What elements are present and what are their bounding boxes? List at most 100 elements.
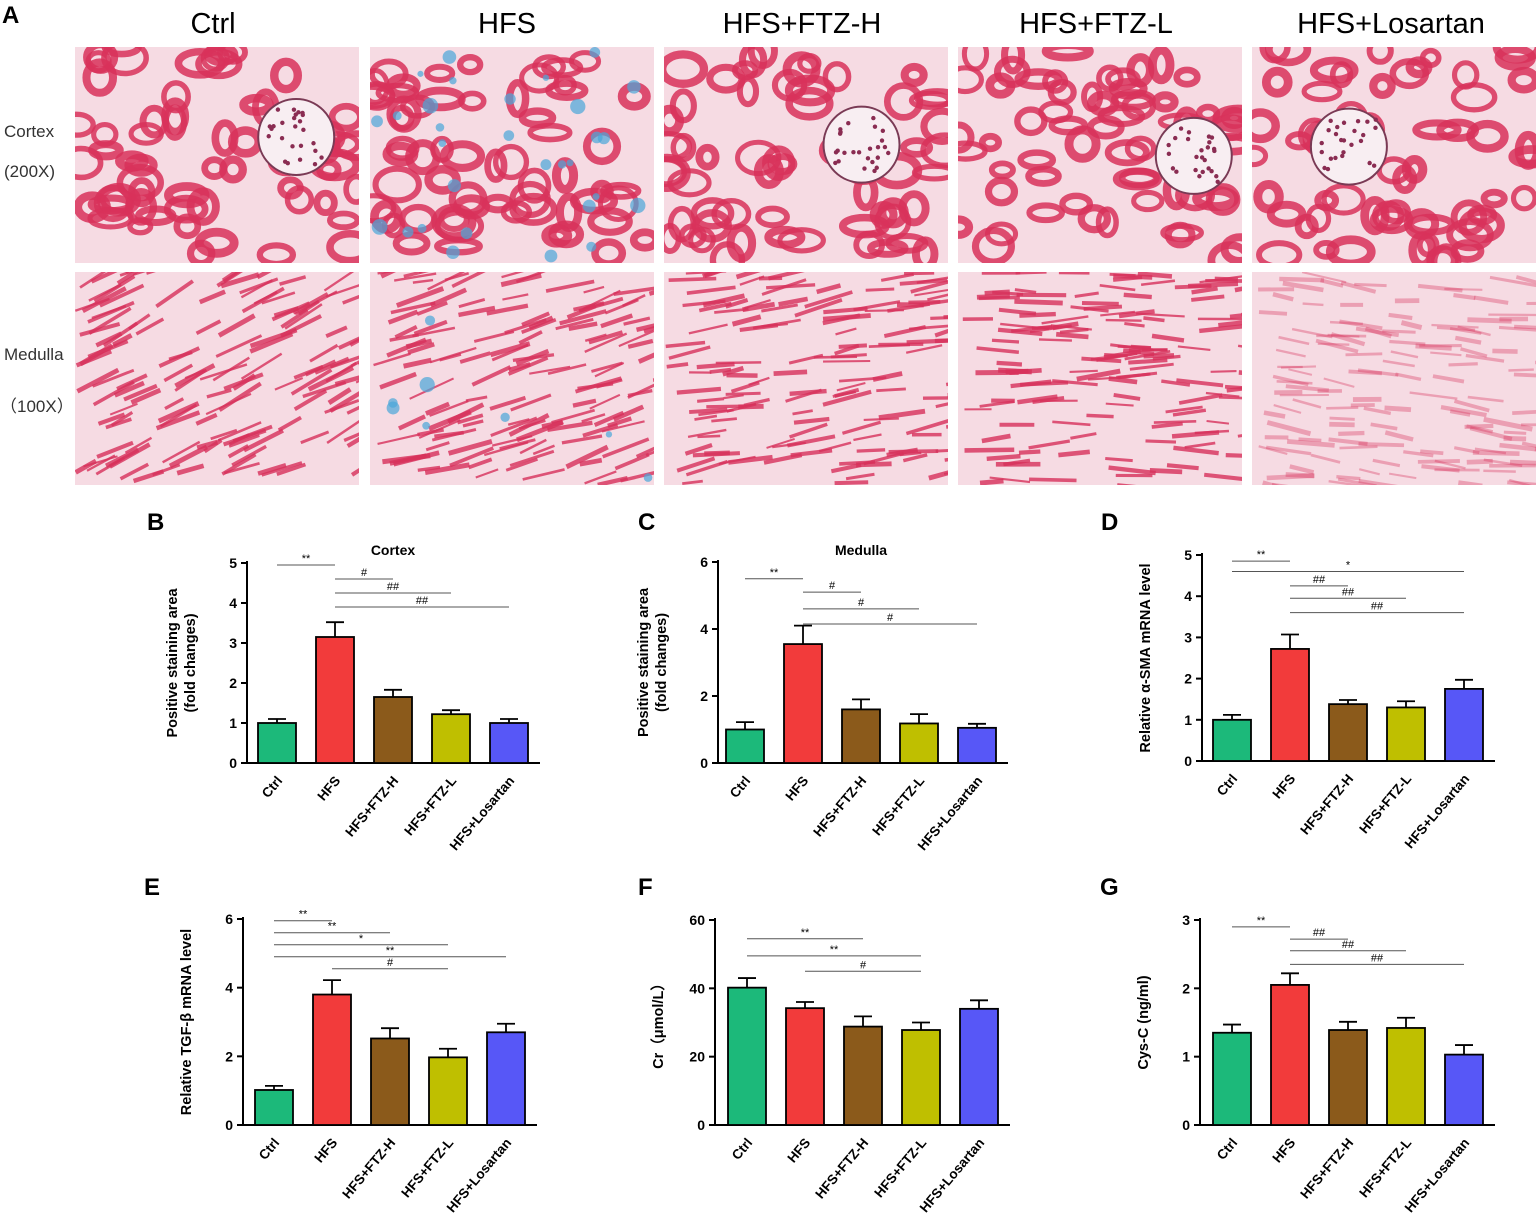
- significance-label: **: [328, 921, 337, 933]
- y-tick-label: 2: [229, 675, 237, 691]
- y-tick-label: 5: [229, 555, 237, 571]
- panel-letter: C: [638, 509, 655, 536]
- significance-label: #: [361, 567, 368, 579]
- y-tick-label: 3: [1184, 629, 1192, 645]
- bar-hfs: [1270, 648, 1310, 762]
- micrograph-medulla-1: [370, 272, 654, 485]
- y-axis-label: (fold changes): [183, 613, 199, 712]
- y-tick-label: 40: [689, 980, 705, 996]
- bar-ctrl: [257, 722, 297, 764]
- x-tick-label: Ctrl: [727, 773, 753, 800]
- chart-b: B Cortex 0 1 2 3 4 5 Positive staining area (fold…: [147, 509, 540, 853]
- column-title-hfs-losartan: HFS+Losartan: [1297, 8, 1485, 40]
- bar-hfs-ftz-h: [1328, 1029, 1368, 1126]
- x-tick-label: HFS+FTZ-H: [810, 773, 869, 839]
- significance-label: **: [302, 553, 311, 565]
- bar-hfs-losartan: [959, 1007, 999, 1126]
- y-tick-label: 2: [1182, 980, 1190, 996]
- y-tick-label: 3: [1182, 912, 1190, 928]
- bar-hfs-ftz-l: [428, 1056, 468, 1126]
- bar-hfs-ftz-l: [901, 1029, 941, 1126]
- chart-title: Medulla: [835, 542, 887, 558]
- bar-hfs-ftz-h: [370, 1037, 410, 1126]
- significance-label: **: [386, 945, 395, 957]
- significance-label: ##: [1371, 952, 1384, 964]
- y-tick-label: 0: [697, 1117, 705, 1133]
- significance-label: *: [1346, 559, 1351, 571]
- micrograph-cortex-4: [1252, 47, 1536, 263]
- x-tick-label: HFS+FTZ-L: [401, 773, 459, 838]
- bar-hfs-ftz-l: [899, 722, 939, 764]
- x-tick-label: HFS: [1269, 771, 1298, 801]
- significance-label: **: [299, 909, 308, 921]
- y-axis-label: Relative TGF-β mRNA level: [179, 929, 195, 1115]
- micrograph-cortex-2: [664, 47, 948, 263]
- y-tick-label: 0: [700, 755, 708, 771]
- y-tick-label: 1: [1182, 1049, 1190, 1065]
- x-tick-label: HFS+Losartan: [444, 1135, 515, 1215]
- bar-hfs-ftz-h: [841, 708, 881, 764]
- micrograph-medulla-4: [1252, 272, 1536, 485]
- x-tick-label: HFS+Losartan: [917, 1135, 988, 1215]
- y-tick-label: 5: [1184, 547, 1192, 563]
- bar-hfs-losartan: [489, 722, 529, 764]
- y-tick-label: 0: [225, 1117, 233, 1133]
- significance-label: ##: [1342, 586, 1355, 598]
- y-tick-label: 3: [229, 635, 237, 651]
- panel-letter: B: [147, 509, 164, 536]
- x-tick-label: HFS+FTZ-H: [812, 1135, 871, 1201]
- bar-ctrl: [1212, 718, 1252, 762]
- x-tick-label: HFS+Losartan: [1402, 1135, 1473, 1215]
- x-tick-label: HFS+Losartan: [1402, 771, 1473, 851]
- x-tick-label: HFS+FTZ-L: [398, 1135, 456, 1200]
- significance-label: ##: [1313, 927, 1326, 939]
- x-tick-label: HFS+FTZ-L: [871, 1135, 929, 1200]
- y-axis-label: (fold changes): [654, 613, 670, 712]
- bar-hfs-ftz-l: [431, 713, 471, 764]
- micrograph-cortex-0: [75, 47, 359, 263]
- significance-label: **: [1257, 549, 1266, 561]
- x-tick-label: HFS+FTZ-H: [342, 773, 401, 839]
- row-label-cortex: Cortex: [4, 122, 55, 141]
- x-tick-label: HFS: [314, 773, 343, 803]
- significance-label: ##: [416, 595, 429, 607]
- bar-ctrl: [727, 986, 767, 1126]
- bar-hfs-losartan: [486, 1031, 526, 1126]
- bar-ctrl: [254, 1089, 294, 1126]
- significance-label: **: [830, 944, 839, 956]
- significance-label: #: [860, 959, 867, 971]
- y-tick-label: 0: [1184, 753, 1192, 769]
- y-axis-label: Positive staining area: [165, 588, 181, 738]
- x-tick-label: HFS: [784, 1135, 813, 1165]
- row-label-medulla-magnification: （100X）: [0, 397, 74, 416]
- x-tick-label: HFS+FTZ-H: [1297, 771, 1356, 837]
- y-tick-label: 6: [225, 911, 233, 927]
- chart-c: C Medulla 0 2 4 6 Positive staining area (fold …: [636, 509, 1008, 853]
- x-tick-label: Ctrl: [1214, 1135, 1240, 1162]
- micrograph-cortex-1: [370, 47, 654, 263]
- y-tick-label: 4: [225, 980, 233, 996]
- y-tick-label: 1: [229, 715, 237, 731]
- bar-hfs-ftz-h: [843, 1025, 883, 1126]
- bar-hfs-losartan: [1444, 688, 1484, 762]
- bar-hfs: [315, 636, 355, 764]
- significance-label: ##: [387, 581, 400, 593]
- y-tick-label: 4: [700, 621, 708, 637]
- micrograph-medulla-3: [958, 272, 1242, 485]
- bar-hfs-ftz-l: [1386, 1027, 1426, 1126]
- significance-label: #: [829, 580, 836, 592]
- bar-ctrl: [1212, 1031, 1252, 1126]
- y-tick-label: 20: [689, 1049, 705, 1065]
- micrograph-medulla-0: [75, 272, 359, 485]
- x-tick-label: Ctrl: [1214, 771, 1240, 798]
- chart-f: F 0 20 40 60 Cr（μmol/L） Ctrl HFS HFS+FTZ-H HFS+FT…: [638, 874, 1010, 1215]
- x-tick-label: HFS: [1269, 1135, 1298, 1165]
- significance-label: **: [1257, 915, 1266, 927]
- column-title-ctrl: Ctrl: [190, 8, 236, 40]
- y-tick-label: 60: [689, 912, 705, 928]
- chart-title: Cortex: [371, 542, 416, 558]
- micrograph-medulla-2: [664, 272, 948, 485]
- y-tick-label: 4: [1184, 588, 1192, 604]
